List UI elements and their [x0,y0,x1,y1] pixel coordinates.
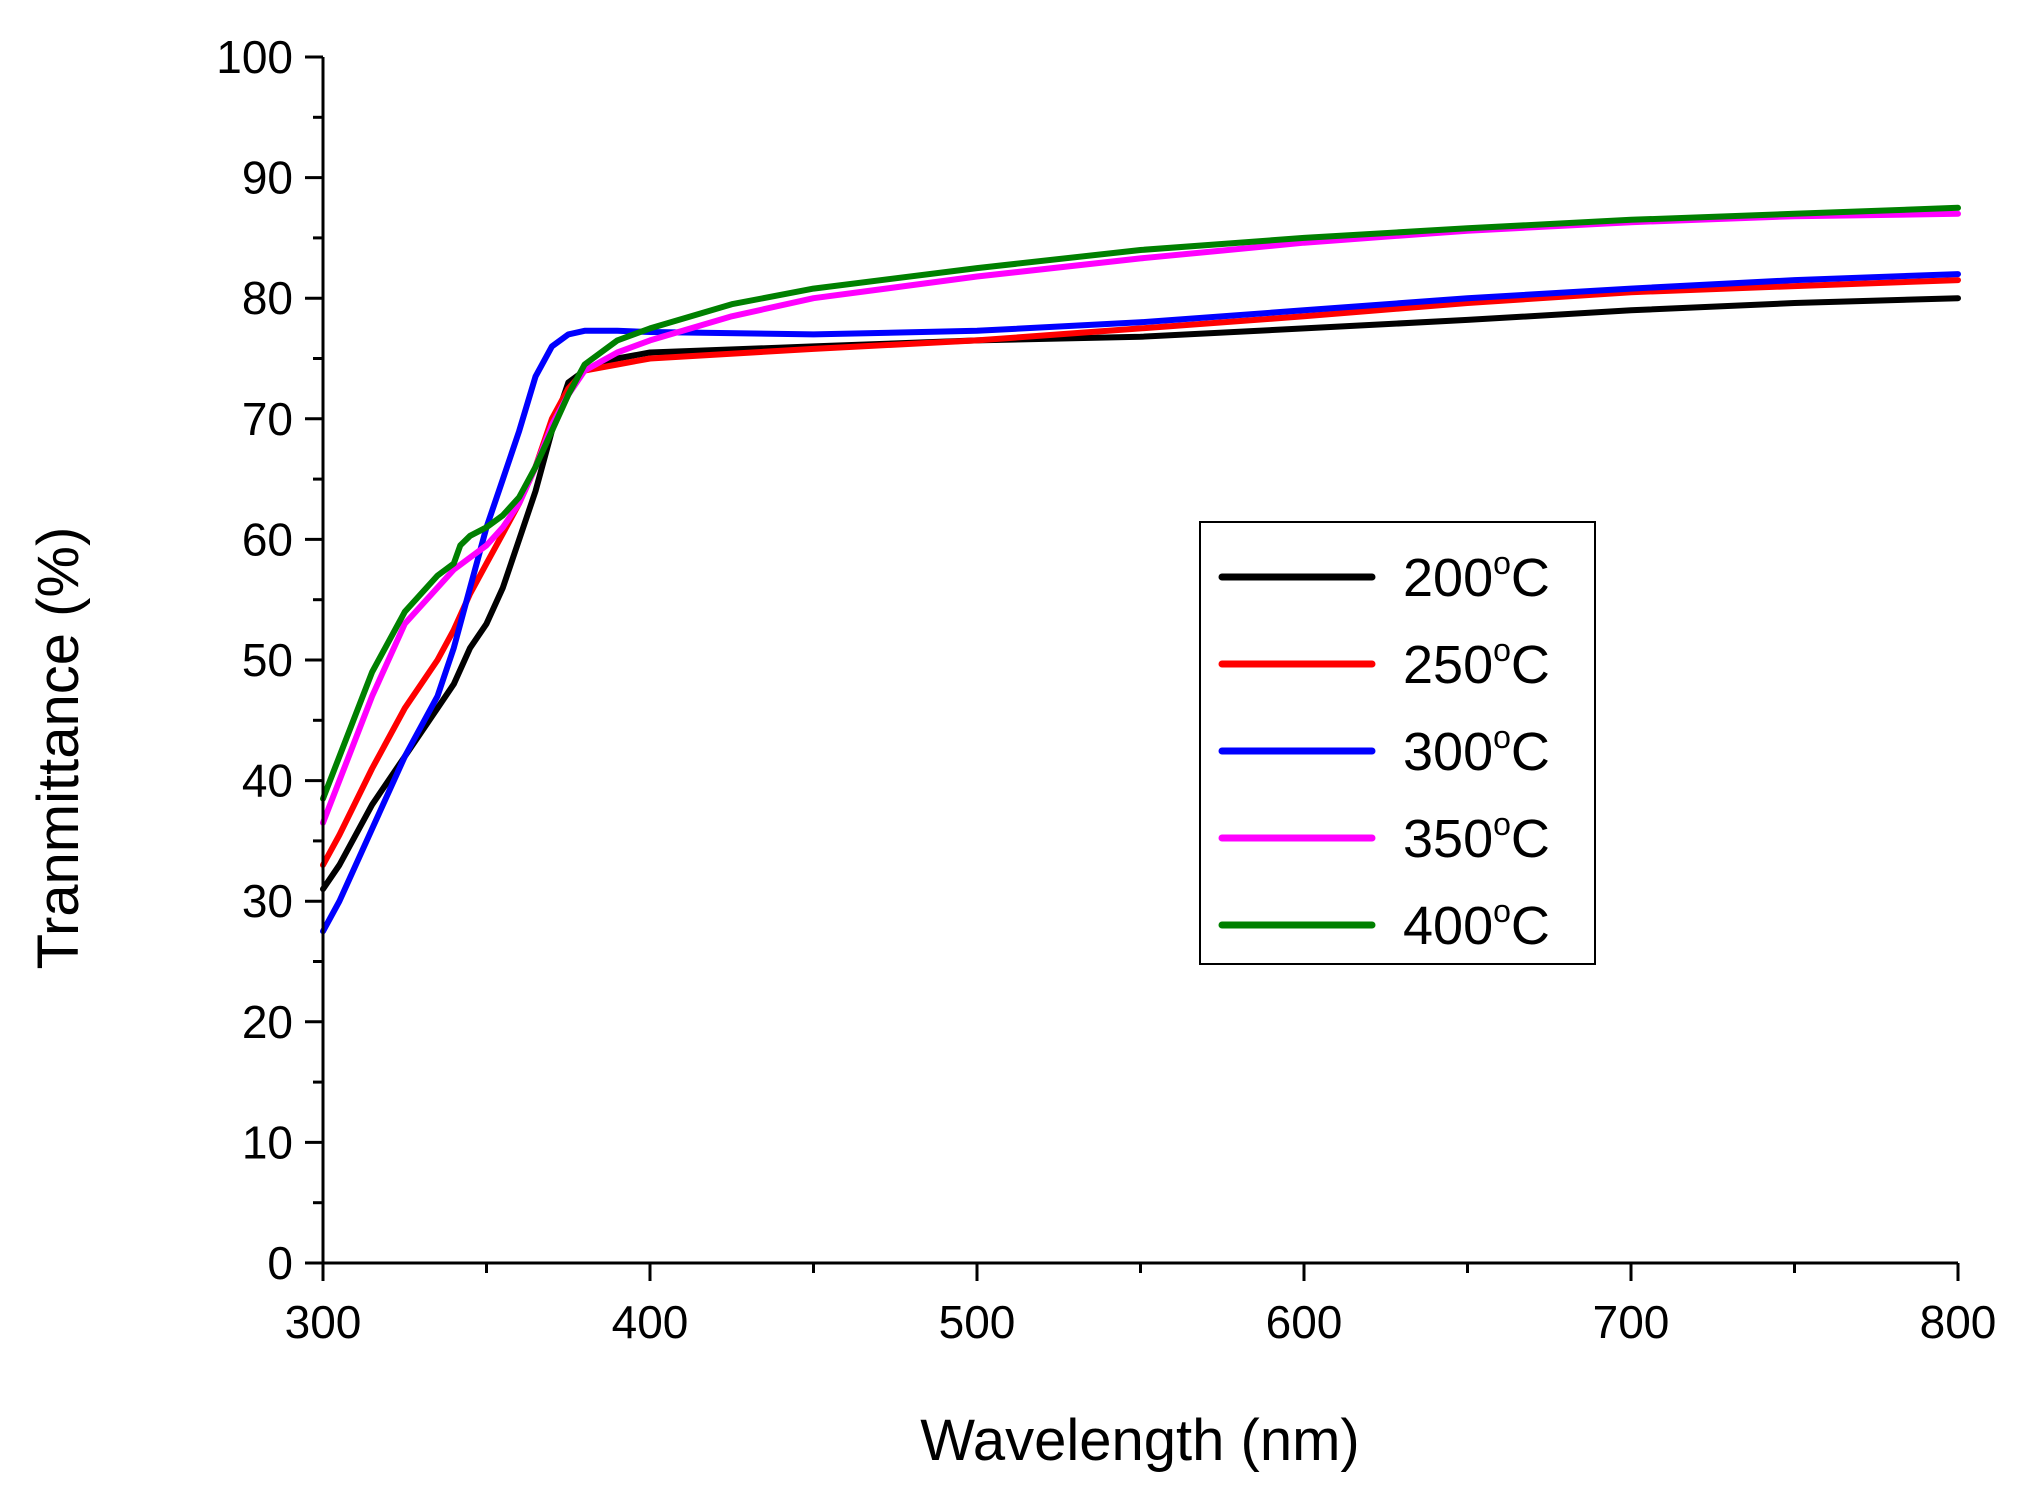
legend-value: 200 [1403,548,1493,608]
y-tick-label-10: 10 [242,1116,293,1168]
x-tick-label-500: 500 [939,1296,1016,1348]
legend-unit: C [1511,548,1550,608]
series-line-400C [320,204,1961,802]
legend-degree-sup: o [1493,893,1511,929]
y-tick-label-40: 40 [242,755,293,807]
legend-item-200C: 200oC [1218,545,1550,608]
axes-layer [321,57,1958,1265]
legend-value: 250 [1403,635,1493,695]
legend-item-300C: 300oC [1218,719,1550,782]
legend-unit: C [1511,722,1550,782]
legend-degree-sup: o [1493,806,1511,842]
x-tick-label-300: 300 [285,1296,362,1348]
y-tick-label-80: 80 [242,272,293,324]
x-tick-label-600: 600 [1266,1296,1343,1348]
legend-value: 350 [1403,809,1493,869]
legend-unit: C [1511,635,1550,695]
legend-value: 400 [1403,896,1493,956]
series-line-250C [320,277,1961,868]
y-tick-label-100: 100 [216,31,293,83]
legend-value: 300 [1403,722,1493,782]
ticks-layer: 300 400 500 600 700 800 0 10 20 30 40 50 60 70 80 90 100 [216,31,1996,1348]
y-tick-label-50: 50 [242,634,293,686]
legend-degree-sup: o [1493,632,1511,668]
legend-item-400C: 400oC [1218,893,1550,956]
legend-label-400C: 400oC [1403,893,1550,956]
y-tick-label-0: 0 [267,1237,293,1289]
y-tick-label-30: 30 [242,875,293,927]
y-axis-title: Tranmittance (%) [26,527,91,970]
legend-item-350C: 350oC [1218,806,1550,869]
y-tick-label-60: 60 [242,513,293,565]
legend-label-200C: 200oC [1403,545,1550,608]
y-tick-label-90: 90 [242,152,293,204]
y-tick-label-70: 70 [242,393,293,445]
legend-label-350C: 350oC [1403,806,1550,869]
series-layer [320,204,1961,935]
legend-label-250C: 250oC [1403,632,1550,695]
x-tick-label-400: 400 [612,1296,689,1348]
x-tick-label-800: 800 [1920,1296,1997,1348]
legend-label-300C: 300oC [1403,719,1550,782]
x-tick-label-700: 700 [1593,1296,1670,1348]
y-tick-label-20: 20 [242,996,293,1048]
legend-item-250C: 250oC [1218,632,1550,695]
legend-unit: C [1511,809,1550,869]
legend-degree-sup: o [1493,545,1511,581]
legend-box [1199,521,1596,965]
series-line-300C [320,271,1961,935]
legend-unit: C [1511,896,1550,956]
legend-degree-sup: o [1493,719,1511,755]
x-axis-title: Wavelength (nm) [920,1408,1359,1473]
